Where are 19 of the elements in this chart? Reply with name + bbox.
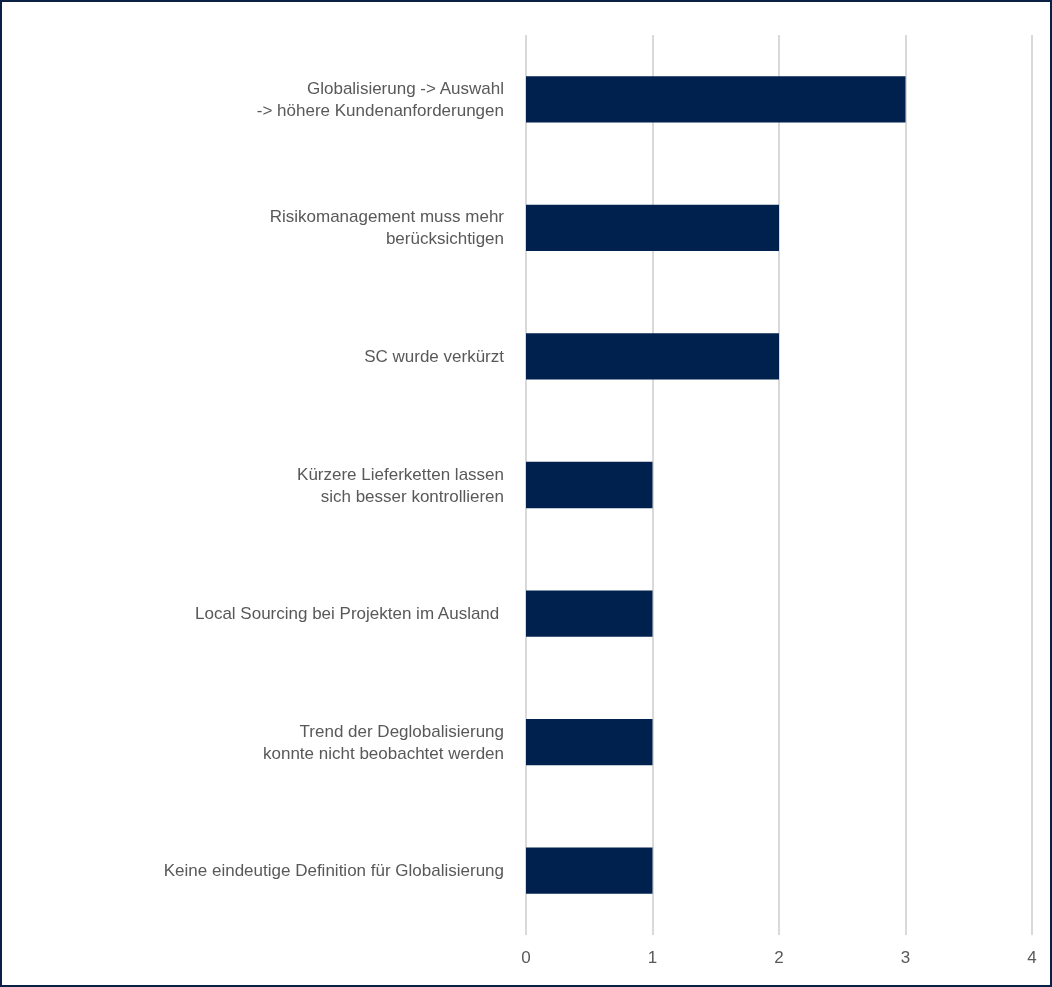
bar <box>526 333 779 380</box>
bar <box>526 204 779 251</box>
y-tick-label: Kürzere Lieferketten lassen sich besser kontrollieren <box>297 464 504 506</box>
x-tick-label: 2 <box>774 948 784 967</box>
y-tick-label: Trend der Deglobalisierung konnte nicht beobachtet werden <box>262 721 504 763</box>
y-tick-label: SC wurde verkürzt <box>364 346 505 366</box>
bar <box>526 847 653 894</box>
bar <box>526 719 653 766</box>
x-tick-label: 0 <box>521 948 531 967</box>
y-tick-label: Globalisierung -> Auswahl -> höhere Kundenanforderungen <box>256 78 504 120</box>
x-tick-label: 1 <box>647 948 658 967</box>
x-tick-label: 4 <box>1027 948 1037 967</box>
x-tick-label: 3 <box>900 948 911 967</box>
bar <box>526 76 906 123</box>
bar <box>526 590 653 637</box>
y-tick-label: Local Sourcing bei Projekten im Ausland <box>194 604 504 624</box>
bar <box>526 461 653 509</box>
y-tick-label: Keine eindeutige Definition für Globalisierung <box>163 861 504 881</box>
y-tick-label: Risikomanagement muss mehr berücksichtigen <box>269 207 505 249</box>
